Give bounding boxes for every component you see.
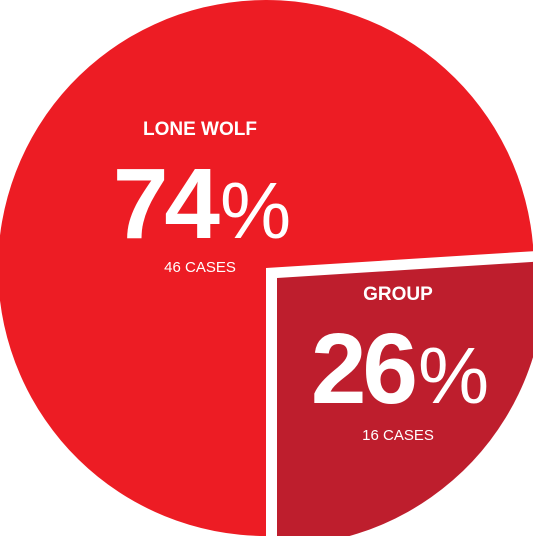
case-label: 16 CASES (362, 427, 434, 444)
pie-slice (277, 261, 533, 536)
value-label: 74% (113, 148, 289, 260)
case-label: 46 CASES (164, 259, 236, 276)
slice-label: GROUP (363, 284, 433, 305)
value-label: 26% (311, 313, 487, 425)
slice-label: LONE WOLF (143, 119, 257, 140)
